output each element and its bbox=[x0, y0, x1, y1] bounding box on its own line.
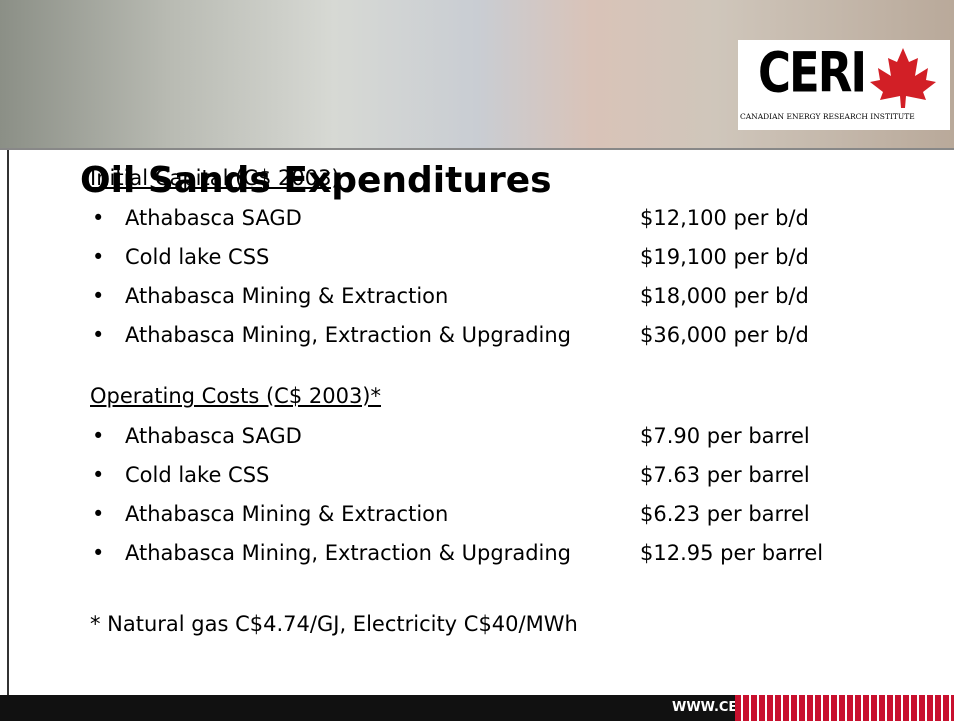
item-value: $7.90 per barrel bbox=[640, 424, 810, 448]
section-heading: Operating Costs (C$ 2003)* bbox=[90, 384, 381, 408]
item-name: Athabasca Mining & Extraction bbox=[125, 284, 449, 308]
bullet: • bbox=[92, 284, 105, 308]
logo-text: CERI bbox=[758, 41, 867, 105]
header-rule bbox=[0, 148, 954, 150]
section-heading: Initial Capital (C$ 2003) bbox=[90, 166, 340, 190]
bullet: • bbox=[92, 463, 105, 487]
slide-title: Oil Sands Expenditures bbox=[80, 160, 552, 201]
left-rule bbox=[7, 150, 9, 695]
footer-bar: WWW.CERI.CA bbox=[0, 695, 954, 721]
logo: CERI CANADIAN ENERGY RESEARCH INSTITUTE bbox=[738, 40, 950, 130]
footer-stripes bbox=[735, 695, 954, 721]
bullet: • bbox=[92, 245, 105, 269]
item-value: $12,100 per b/d bbox=[640, 206, 809, 230]
item-name: Athabasca Mining & Extraction bbox=[125, 502, 449, 526]
item-value: $19,100 per b/d bbox=[640, 245, 809, 269]
bullet: • bbox=[92, 424, 105, 448]
maple-leaf bbox=[870, 48, 936, 108]
item-value: $36,000 per b/d bbox=[640, 323, 809, 347]
item-name: Cold lake CSS bbox=[125, 245, 270, 269]
bullet: • bbox=[92, 323, 105, 347]
footnote: * Natural gas C$4.74/GJ, Electricity C$4… bbox=[90, 612, 578, 636]
item-name: Athabasca Mining, Extraction & Upgrading bbox=[125, 323, 571, 347]
item-value: $7.63 per barrel bbox=[640, 463, 810, 487]
logo-subtitle: CANADIAN ENERGY RESEARCH INSTITUTE bbox=[740, 112, 915, 121]
item-value: $18,000 per b/d bbox=[640, 284, 809, 308]
item-name: Cold lake CSS bbox=[125, 463, 270, 487]
bullet: • bbox=[92, 206, 105, 230]
item-name: Athabasca SAGD bbox=[125, 206, 302, 230]
item-value: $12.95 per barrel bbox=[640, 541, 824, 565]
bullet: • bbox=[92, 502, 105, 526]
item-name: Athabasca Mining, Extraction & Upgrading bbox=[125, 541, 571, 565]
bullet: • bbox=[92, 541, 105, 565]
item-name: Athabasca SAGD bbox=[125, 424, 302, 448]
item-value: $6.23 per barrel bbox=[640, 502, 810, 526]
